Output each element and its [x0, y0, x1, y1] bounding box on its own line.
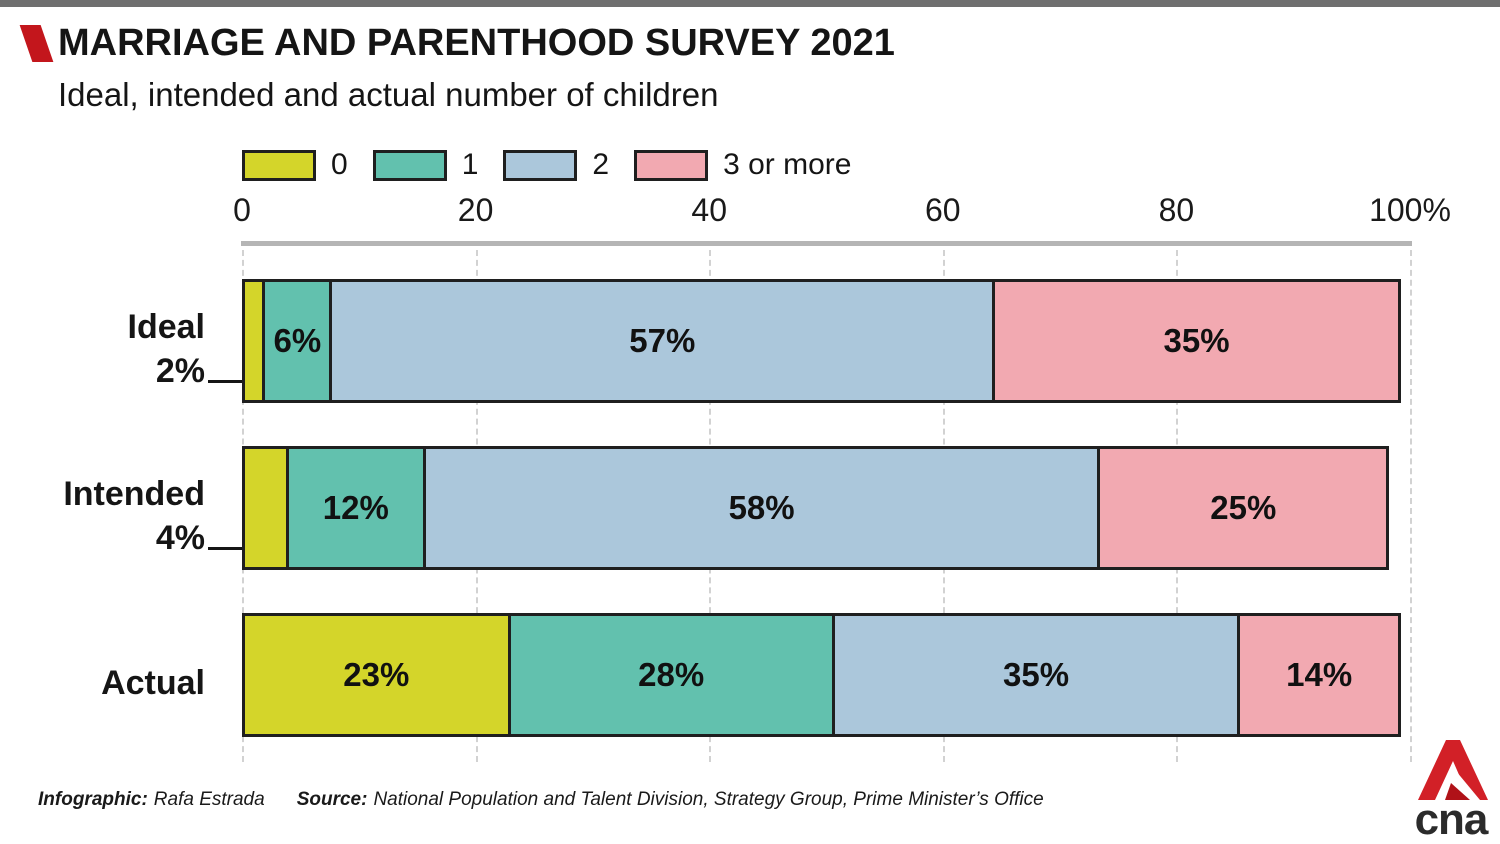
source-credit: Source: National Population and Talent Di…	[297, 789, 1044, 811]
row-label: Intended 4%	[0, 454, 205, 578]
x-axis-tick-labels: 0 20 40 60 80 100%	[233, 192, 1451, 232]
legend-label: 3 or more	[723, 148, 852, 181]
x-axis-tick-label: 100%	[1369, 192, 1451, 228]
bar-segment: 57%	[329, 279, 996, 403]
legend-swatch	[634, 149, 709, 181]
segment-value-label: 58%	[728, 489, 795, 526]
bar-segment: 14%	[1237, 613, 1401, 737]
bar-row: Intended 4% 12% 58% 25%	[0, 446, 1500, 570]
row-callout-value: 2%	[155, 352, 205, 390]
segment-value-label: 12%	[322, 489, 389, 526]
x-axis-tick-label: 80	[1158, 192, 1195, 228]
legend-swatch	[372, 149, 447, 181]
legend-item: 0	[242, 148, 348, 182]
row-name: Intended	[63, 475, 205, 513]
stacked-bar: 6% 57% 35%	[242, 279, 1401, 403]
legend-swatch	[503, 149, 578, 181]
legend-item: 1	[372, 148, 479, 182]
stacked-bar: 23% 28% 35% 14%	[242, 613, 1401, 737]
bar-segment: 35%	[831, 613, 1241, 737]
plot-area: Ideal 2% 6% 57% 35% Intended 4% 12% 58% 25% Actual…	[63, 241, 1500, 766]
callout-line	[208, 380, 256, 383]
row-callout-value: 4%	[155, 519, 205, 557]
row-label: Ideal 2%	[0, 287, 205, 411]
infographic-credit: Infographic: Rafa Estrada	[38, 789, 265, 811]
bar-segment: 12%	[285, 446, 426, 570]
bar-segment: 25%	[1097, 446, 1390, 570]
legend-item: 2	[503, 148, 609, 182]
bar-segment: 6%	[262, 279, 333, 403]
x-axis-tick-label: 0	[233, 192, 251, 228]
x-axis-tick-label: 20	[457, 192, 494, 228]
bar-segment: 28%	[507, 613, 835, 737]
cna-logo-mark	[1418, 740, 1488, 800]
cna-logo-mark-foot	[1445, 783, 1470, 800]
bar-segment	[242, 446, 289, 570]
row-name: Actual	[101, 664, 205, 702]
bar-row: Ideal 2% 6% 57% 35%	[0, 279, 1500, 403]
x-axis-tick-label: 40	[691, 192, 727, 228]
bar-segment: 23%	[242, 613, 511, 737]
bar-segment: 35%	[992, 279, 1401, 403]
page-title: MARRIAGE AND PARENTHOOD SURVEY 2021	[58, 22, 895, 64]
row-label: Actual	[0, 621, 205, 745]
segment-value-label: 57%	[629, 322, 696, 359]
red-slash-icon	[19, 25, 54, 62]
callout-line	[208, 547, 256, 550]
gridline	[1410, 250, 1412, 762]
source-credit-value: National Population and Talent Division,…	[373, 789, 1044, 810]
bar-row: Actual 23% 28% 35% 14%	[0, 613, 1500, 737]
legend-swatch	[242, 149, 316, 181]
top-accent-bar	[0, 0, 1500, 7]
stacked-bar: 12% 58% 25%	[242, 446, 1390, 570]
source-credit-label: Source:	[296, 789, 368, 810]
x-axis-line	[241, 241, 1412, 246]
cna-logo: cna	[1415, 740, 1490, 838]
legend-label: 1	[461, 148, 479, 181]
infographic-credit-label: Infographic:	[38, 789, 148, 810]
segment-value-label: 23%	[343, 656, 410, 693]
bar-segment: 58%	[422, 446, 1101, 570]
segment-value-label: 35%	[1163, 322, 1230, 359]
chart-subtitle: Ideal, intended and actual number of chi…	[58, 76, 719, 113]
cna-logo-mark-slice	[1449, 771, 1480, 800]
segment-value-label: 25%	[1210, 489, 1277, 526]
legend-label: 2	[592, 148, 610, 181]
infographic-credit-value: Rafa Estrada	[153, 789, 265, 810]
row-name: Ideal	[127, 308, 205, 346]
segment-value-label: 28%	[638, 656, 705, 693]
legend-label: 0	[331, 148, 348, 181]
segment-value-label: 35%	[1003, 656, 1070, 693]
legend-item: 3 or more	[634, 148, 851, 182]
cna-logo-text: cna	[1415, 795, 1489, 838]
segment-value-label: 6%	[273, 322, 322, 359]
chart-legend: 0 1 2 3 or more	[242, 148, 851, 182]
credits: Infographic: Rafa Estrada Source: National…	[38, 789, 1044, 811]
segment-value-label: 14%	[1286, 656, 1353, 693]
x-axis-tick-label: 60	[925, 192, 961, 228]
